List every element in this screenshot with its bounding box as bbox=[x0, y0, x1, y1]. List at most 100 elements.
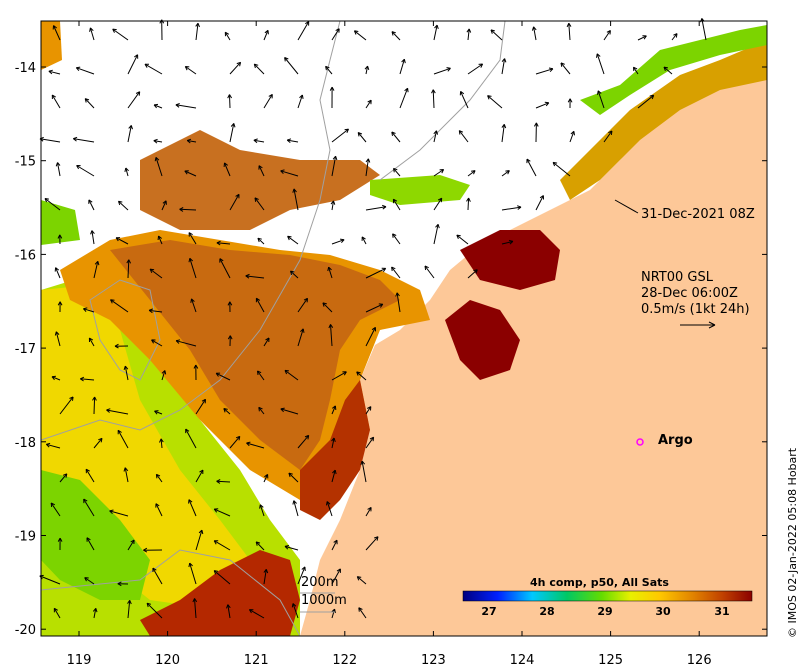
current-vector-head bbox=[608, 130, 613, 135]
current-vector bbox=[155, 474, 163, 483]
current-vector bbox=[597, 90, 605, 109]
current-vector-head bbox=[51, 375, 56, 381]
current-vector-head bbox=[188, 257, 194, 263]
current-vector bbox=[55, 267, 61, 279]
current-vector-head bbox=[392, 198, 398, 204]
current-vector bbox=[365, 267, 386, 279]
current-vector bbox=[153, 140, 163, 143]
current-vector-head bbox=[501, 124, 507, 129]
current-vector bbox=[189, 258, 197, 279]
current-vector-head bbox=[159, 438, 164, 443]
current-vector bbox=[663, 66, 673, 75]
current-vector bbox=[325, 65, 333, 75]
current-vector-head bbox=[392, 233, 397, 238]
current-vector-head bbox=[393, 167, 398, 173]
current-vector-head bbox=[85, 468, 90, 474]
current-vector bbox=[53, 25, 61, 41]
current-vector-head bbox=[292, 188, 297, 193]
current-vector bbox=[433, 197, 443, 211]
current-vector bbox=[633, 66, 639, 75]
current-vector-head bbox=[72, 136, 78, 142]
current-vector bbox=[83, 308, 95, 313]
current-vector bbox=[50, 502, 61, 517]
contour-200m-line bbox=[41, 549, 301, 636]
current-vector-head bbox=[94, 260, 100, 266]
current-vector bbox=[331, 568, 341, 585]
current-vector bbox=[245, 275, 265, 279]
current-vector-head bbox=[473, 269, 478, 274]
current-vector bbox=[84, 98, 95, 109]
current-vector bbox=[365, 536, 379, 551]
current-vector bbox=[391, 131, 401, 143]
current-vector bbox=[229, 194, 240, 211]
contour-north-line bbox=[379, 21, 506, 181]
current-vector bbox=[297, 435, 310, 449]
current-vector bbox=[257, 237, 265, 245]
current-vector bbox=[552, 162, 571, 177]
current-vector-head bbox=[185, 428, 190, 434]
current-vector-head bbox=[333, 539, 338, 545]
sst-patch-coast-red bbox=[300, 380, 370, 520]
current-vector-head bbox=[439, 169, 445, 174]
current-vector-head bbox=[86, 537, 91, 542]
current-vector-head bbox=[179, 207, 184, 212]
current-vector-head bbox=[154, 410, 159, 415]
current-vector-head bbox=[517, 205, 522, 210]
current-vector bbox=[258, 165, 265, 177]
current-vector-head bbox=[548, 67, 554, 73]
current-vector bbox=[53, 608, 61, 619]
current-vector bbox=[86, 537, 95, 551]
current-vector bbox=[560, 62, 571, 75]
current-vector-head bbox=[80, 376, 85, 382]
current-vector bbox=[91, 230, 95, 245]
current-vector bbox=[460, 91, 469, 109]
current-vector bbox=[501, 124, 505, 143]
current-vector bbox=[88, 337, 95, 347]
current-vector-head bbox=[466, 197, 471, 202]
current-vector-head bbox=[364, 65, 370, 71]
current-vector-head bbox=[378, 303, 384, 308]
y-axis: -14 -15 -16 -17 -18 -19 -20 bbox=[15, 61, 767, 638]
current-vector bbox=[328, 266, 333, 279]
current-vector bbox=[287, 235, 299, 245]
x-tick-label: 121 bbox=[244, 653, 269, 668]
sst-patch-west-green bbox=[41, 200, 80, 245]
current-vector bbox=[569, 131, 575, 143]
current-vector bbox=[535, 195, 544, 211]
current-vector bbox=[76, 165, 95, 177]
current-vector bbox=[229, 436, 241, 449]
current-vector-head bbox=[153, 103, 159, 109]
current-vector-head bbox=[286, 138, 292, 143]
current-vector-head bbox=[184, 66, 190, 71]
current-vector bbox=[253, 63, 265, 75]
current-vector bbox=[432, 89, 435, 109]
current-vector bbox=[189, 562, 197, 585]
current-vector-head bbox=[533, 122, 539, 127]
current-vector-head bbox=[299, 94, 304, 99]
current-vector bbox=[229, 94, 231, 109]
current-vector bbox=[487, 95, 503, 109]
current-vector-head bbox=[642, 35, 647, 40]
current-vector-head bbox=[157, 235, 163, 241]
current-vector bbox=[365, 158, 369, 177]
current-vector-head bbox=[245, 273, 250, 279]
current-vector bbox=[195, 399, 206, 415]
current-vector-head bbox=[190, 298, 195, 303]
sst-patch-bay-darkred bbox=[445, 300, 520, 380]
current-vector-head bbox=[144, 63, 150, 68]
current-vector-head bbox=[152, 567, 157, 573]
current-vector-head bbox=[264, 29, 269, 35]
current-vector bbox=[152, 567, 163, 585]
contour-200m-label: 200m bbox=[301, 575, 339, 590]
current-vector-head bbox=[213, 570, 219, 575]
current-vector-head bbox=[268, 93, 273, 99]
current-vector bbox=[263, 474, 269, 483]
current-vectors bbox=[39, 18, 707, 619]
current-vector-head bbox=[570, 130, 575, 136]
current-vector-head bbox=[544, 101, 550, 107]
current-vector-head bbox=[106, 408, 111, 413]
current-vector-head bbox=[223, 162, 229, 167]
current-vector bbox=[637, 35, 647, 41]
current-vector bbox=[216, 480, 231, 483]
current-vector bbox=[39, 138, 61, 143]
